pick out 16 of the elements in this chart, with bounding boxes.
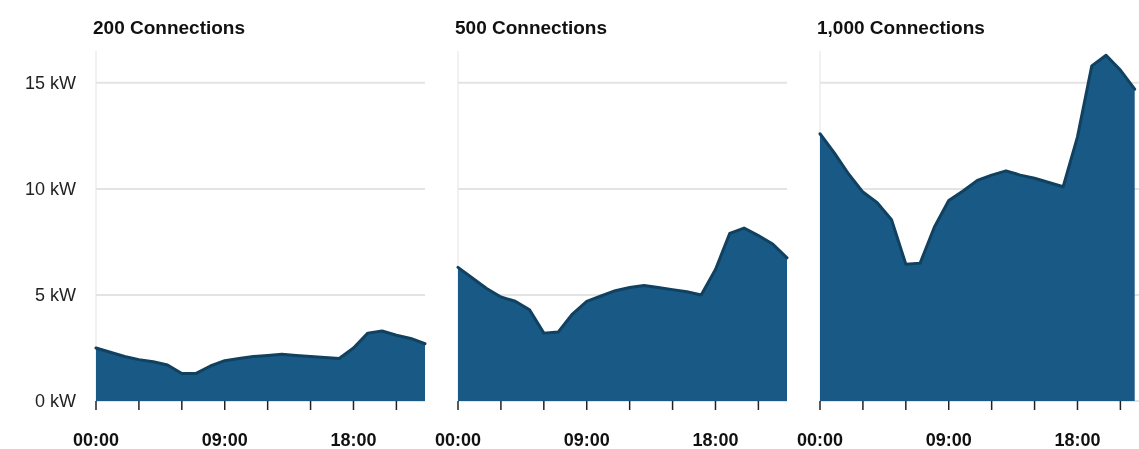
x-tick-label: 00:00	[796, 430, 844, 449]
x-tick-label: 00:00	[72, 430, 120, 449]
y-tick-label: 15 kW	[24, 73, 77, 94]
chart-title: 500 Connections	[455, 17, 608, 38]
x-tick-label: 18:00	[330, 430, 377, 449]
x-tick-label: 09:00	[201, 430, 248, 449]
x-tick-label: 00:00	[434, 430, 482, 449]
x-tick-label: 18:00	[692, 430, 739, 449]
y-tick-label: 10 kW	[24, 179, 77, 200]
x-tick-label: 09:00	[563, 430, 610, 449]
x-tick-label: 18:00	[1054, 430, 1101, 449]
y-tick-label: 5 kW	[34, 285, 76, 306]
y-tick-label: 0 kW	[34, 391, 76, 412]
chart-title: 200 Connections	[93, 17, 246, 38]
x-tick-label: 09:00	[925, 430, 972, 449]
chart-title: 1,000 Connections	[817, 17, 985, 38]
